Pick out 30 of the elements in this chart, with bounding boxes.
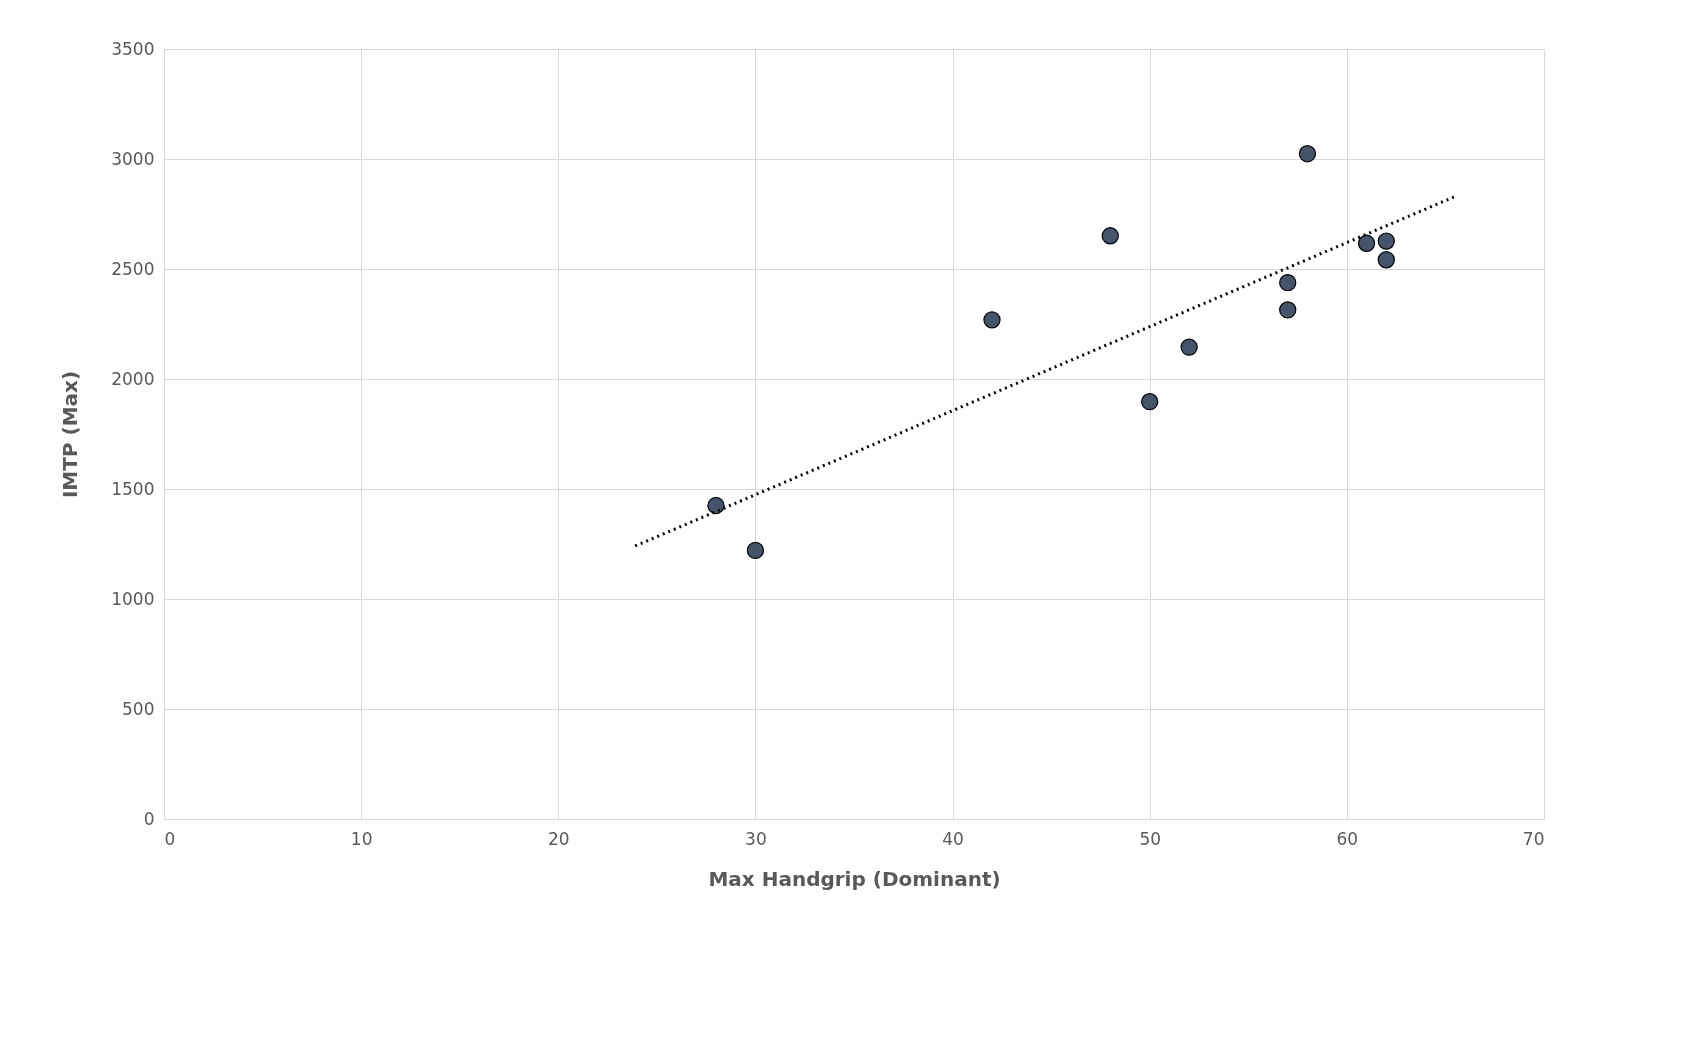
x-tick-label: 10	[350, 828, 373, 849]
x-tick-label: 30	[745, 828, 767, 849]
point	[1377, 232, 1395, 250]
y-tick-label: 1500	[111, 478, 155, 499]
x-axis-title: Max Handgrip (Dominant)	[708, 866, 1001, 891]
x-tick-label: 70	[1522, 828, 1545, 849]
point	[1298, 145, 1317, 163]
point	[707, 496, 725, 515]
point	[1279, 301, 1297, 319]
y-tick-label: 2000	[111, 368, 155, 389]
y-tick-label: 3000	[111, 148, 155, 169]
point	[1141, 393, 1159, 411]
y-axis-title: IMTP (Max)	[58, 370, 83, 499]
x-tick-label: 40	[942, 828, 964, 849]
point	[983, 311, 1001, 329]
y-tick-label: 1000	[111, 588, 155, 609]
point	[1180, 338, 1198, 356]
y-tick-label: 2500	[111, 258, 155, 279]
point	[746, 541, 765, 560]
x-tick-label: 0	[164, 828, 176, 849]
point	[1357, 234, 1376, 252]
point	[1279, 273, 1297, 292]
y-tick-label: 500	[122, 698, 155, 719]
point	[1101, 227, 1119, 245]
y-tick-label: 3500	[111, 38, 155, 59]
point	[1377, 251, 1395, 269]
x-tick-label: 50	[1139, 828, 1162, 849]
x-tick-label: 20	[547, 828, 570, 849]
x-tick-label: 60	[1336, 828, 1359, 849]
y-tick-label: 0	[143, 808, 155, 829]
